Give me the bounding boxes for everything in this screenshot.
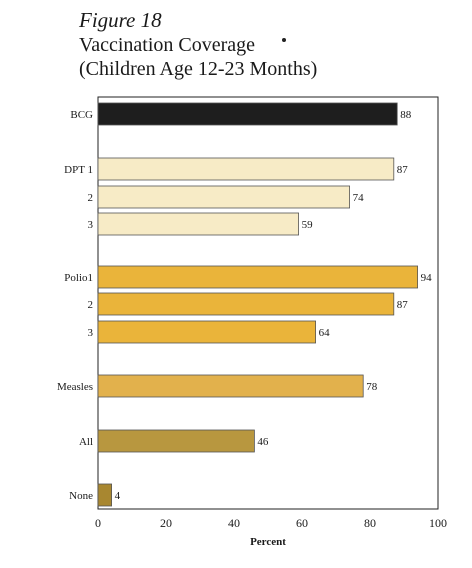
figure-title: Vaccination Coverage (Children Age 12-23… <box>79 33 317 81</box>
category-label: None <box>69 490 93 502</box>
data-label: 78 <box>366 381 378 393</box>
data-label: 64 <box>319 327 331 339</box>
category-label: All <box>79 436 93 448</box>
figure-title-line-2: (Children Age 12-23 Months) <box>79 58 318 80</box>
category-label: 2 <box>88 192 94 204</box>
bar <box>97 292 395 316</box>
x-tick-label: 0 <box>95 516 101 530</box>
bar <box>97 483 112 507</box>
category-label: Polio1 <box>64 272 93 284</box>
category-label: DPT 1 <box>64 164 93 176</box>
bar <box>97 320 317 344</box>
x-tick-label: 100 <box>429 516 447 530</box>
bar <box>97 185 351 209</box>
data-label: 88 <box>400 109 412 121</box>
data-label: 46 <box>257 436 269 448</box>
x-tick-label: 20 <box>160 516 172 530</box>
category-label: Measles <box>57 381 93 393</box>
data-label: 87 <box>397 164 409 176</box>
category-label: 2 <box>88 299 94 311</box>
bar <box>97 265 419 289</box>
bars-group: BCG 88 DPT 1 87 2 74 3 59 Polio1 94 2 87 3 64 Measles 7… <box>57 102 433 507</box>
x-axis-title: Percent <box>250 536 286 548</box>
bar <box>97 429 255 453</box>
bar <box>97 157 395 181</box>
data-label: 74 <box>353 192 365 204</box>
data-label: 4 <box>115 490 121 502</box>
category-label: BCG <box>70 109 93 121</box>
stray-dot-mark <box>282 38 286 42</box>
data-label: 87 <box>397 299 409 311</box>
bar <box>97 212 300 236</box>
x-tick-label: 80 <box>364 516 376 530</box>
category-label: 3 <box>88 327 94 339</box>
data-label: 59 <box>302 219 314 231</box>
x-tick-label: 40 <box>228 516 240 530</box>
figure-label: Figure 18 <box>79 8 162 32</box>
data-label: 94 <box>421 272 433 284</box>
bar <box>97 374 364 398</box>
figure-title-line-1: Vaccination Coverage <box>79 34 256 56</box>
category-label: 3 <box>88 219 94 231</box>
x-tick-label: 60 <box>296 516 308 530</box>
x-axis-ticks: 0 20 40 60 80 100 <box>95 516 447 530</box>
bar <box>97 102 398 126</box>
